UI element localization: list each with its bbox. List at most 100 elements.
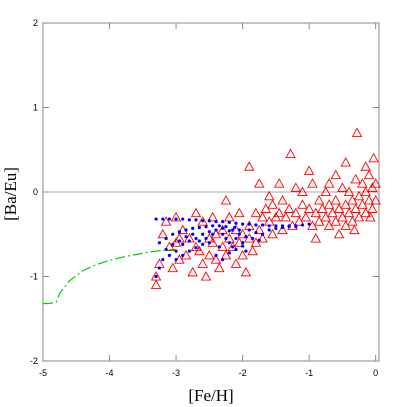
model-point	[274, 224, 278, 228]
observed-point	[283, 203, 295, 213]
model-point	[250, 236, 255, 241]
model-point	[181, 217, 185, 221]
model-point	[254, 230, 258, 235]
model-point	[241, 222, 245, 226]
model-point	[171, 232, 175, 236]
model-point	[237, 228, 241, 232]
x-tick-label: -3	[172, 368, 180, 378]
observed-point	[240, 266, 252, 277]
observed-point	[370, 178, 381, 188]
x-tick-label: -4	[106, 368, 114, 378]
model-point	[164, 236, 168, 241]
x-axis-label: [Fe/H]	[188, 386, 233, 405]
model-point	[211, 232, 215, 236]
observed-point	[210, 254, 222, 264]
observed-point	[150, 279, 162, 289]
model-point	[201, 219, 205, 223]
model-point	[260, 223, 265, 227]
observed-point	[237, 249, 248, 260]
model-point	[211, 224, 215, 228]
model-point	[241, 244, 245, 248]
model-point	[191, 232, 195, 236]
model-point	[157, 241, 162, 245]
model-point	[214, 253, 218, 257]
observed-point	[285, 148, 296, 159]
observed-point	[194, 245, 205, 256]
x-tick-label: -2	[239, 368, 247, 378]
model-point	[194, 246, 198, 250]
observed-point	[277, 195, 288, 205]
model-point	[227, 251, 231, 255]
observed-point	[253, 224, 265, 235]
model-point	[174, 217, 178, 221]
y-tick-label: 2	[33, 18, 38, 28]
model-point	[234, 236, 238, 241]
axis-tick-labels: -5 -4 -3 -2 -1 0 -2 -1 0 1 2	[30, 18, 378, 378]
model-point	[234, 221, 238, 225]
observed-point	[190, 207, 202, 218]
model-point	[167, 217, 172, 221]
observed-point	[234, 207, 245, 218]
model-point	[204, 225, 208, 229]
observed-point	[267, 228, 278, 239]
observed-point	[363, 195, 375, 205]
observed-point	[220, 249, 232, 260]
observed-point	[250, 207, 262, 218]
model-point	[214, 228, 218, 232]
observed-point	[330, 169, 342, 180]
model-point	[267, 228, 271, 232]
x-tick-label: -1	[305, 368, 313, 378]
model-point	[217, 224, 221, 228]
model-point	[241, 241, 245, 245]
model-point	[287, 224, 291, 228]
observed-point	[253, 178, 265, 188]
model-point	[177, 239, 181, 243]
model-point	[234, 247, 238, 252]
model-point	[191, 226, 195, 230]
y-tick-label: 0	[33, 187, 38, 197]
model-point	[280, 225, 285, 230]
observed-point	[190, 241, 202, 251]
observed-point	[247, 245, 258, 256]
x-tick-label: -5	[39, 368, 47, 378]
model-point	[207, 241, 211, 245]
model-point	[244, 249, 248, 253]
model-point	[207, 219, 211, 223]
model-point	[197, 225, 201, 230]
observed-point	[368, 152, 379, 163]
observed-point	[197, 258, 208, 268]
data-series	[43, 127, 381, 305]
observed-point	[310, 233, 322, 243]
observed-point	[214, 262, 225, 273]
observed-point	[337, 182, 348, 192]
observed-point	[360, 161, 371, 171]
observed-point	[290, 207, 302, 218]
model-point	[224, 236, 228, 241]
model-point	[161, 217, 165, 221]
observed-point	[343, 186, 355, 197]
observed-point	[273, 207, 285, 218]
observed-point	[267, 199, 278, 209]
model-point	[161, 258, 165, 262]
observed-point	[263, 190, 275, 201]
observed-point	[150, 271, 162, 281]
observed-point	[243, 161, 255, 171]
axis-ticks	[42, 22, 379, 362]
observed-point	[204, 249, 215, 260]
model-point	[274, 226, 278, 230]
observed-point	[340, 156, 351, 167]
observed-point	[290, 182, 302, 192]
model-point	[201, 232, 205, 236]
model-point	[174, 258, 178, 262]
model-point	[204, 236, 208, 241]
observed-point	[363, 169, 375, 180]
observed-point	[170, 211, 182, 222]
model-point	[224, 225, 228, 229]
model-point	[181, 253, 185, 257]
observed-point	[187, 266, 198, 277]
observed-point	[257, 233, 268, 243]
model-point	[227, 229, 231, 233]
model-point	[184, 228, 188, 232]
model-point	[194, 236, 198, 241]
observed-point	[333, 228, 345, 239]
